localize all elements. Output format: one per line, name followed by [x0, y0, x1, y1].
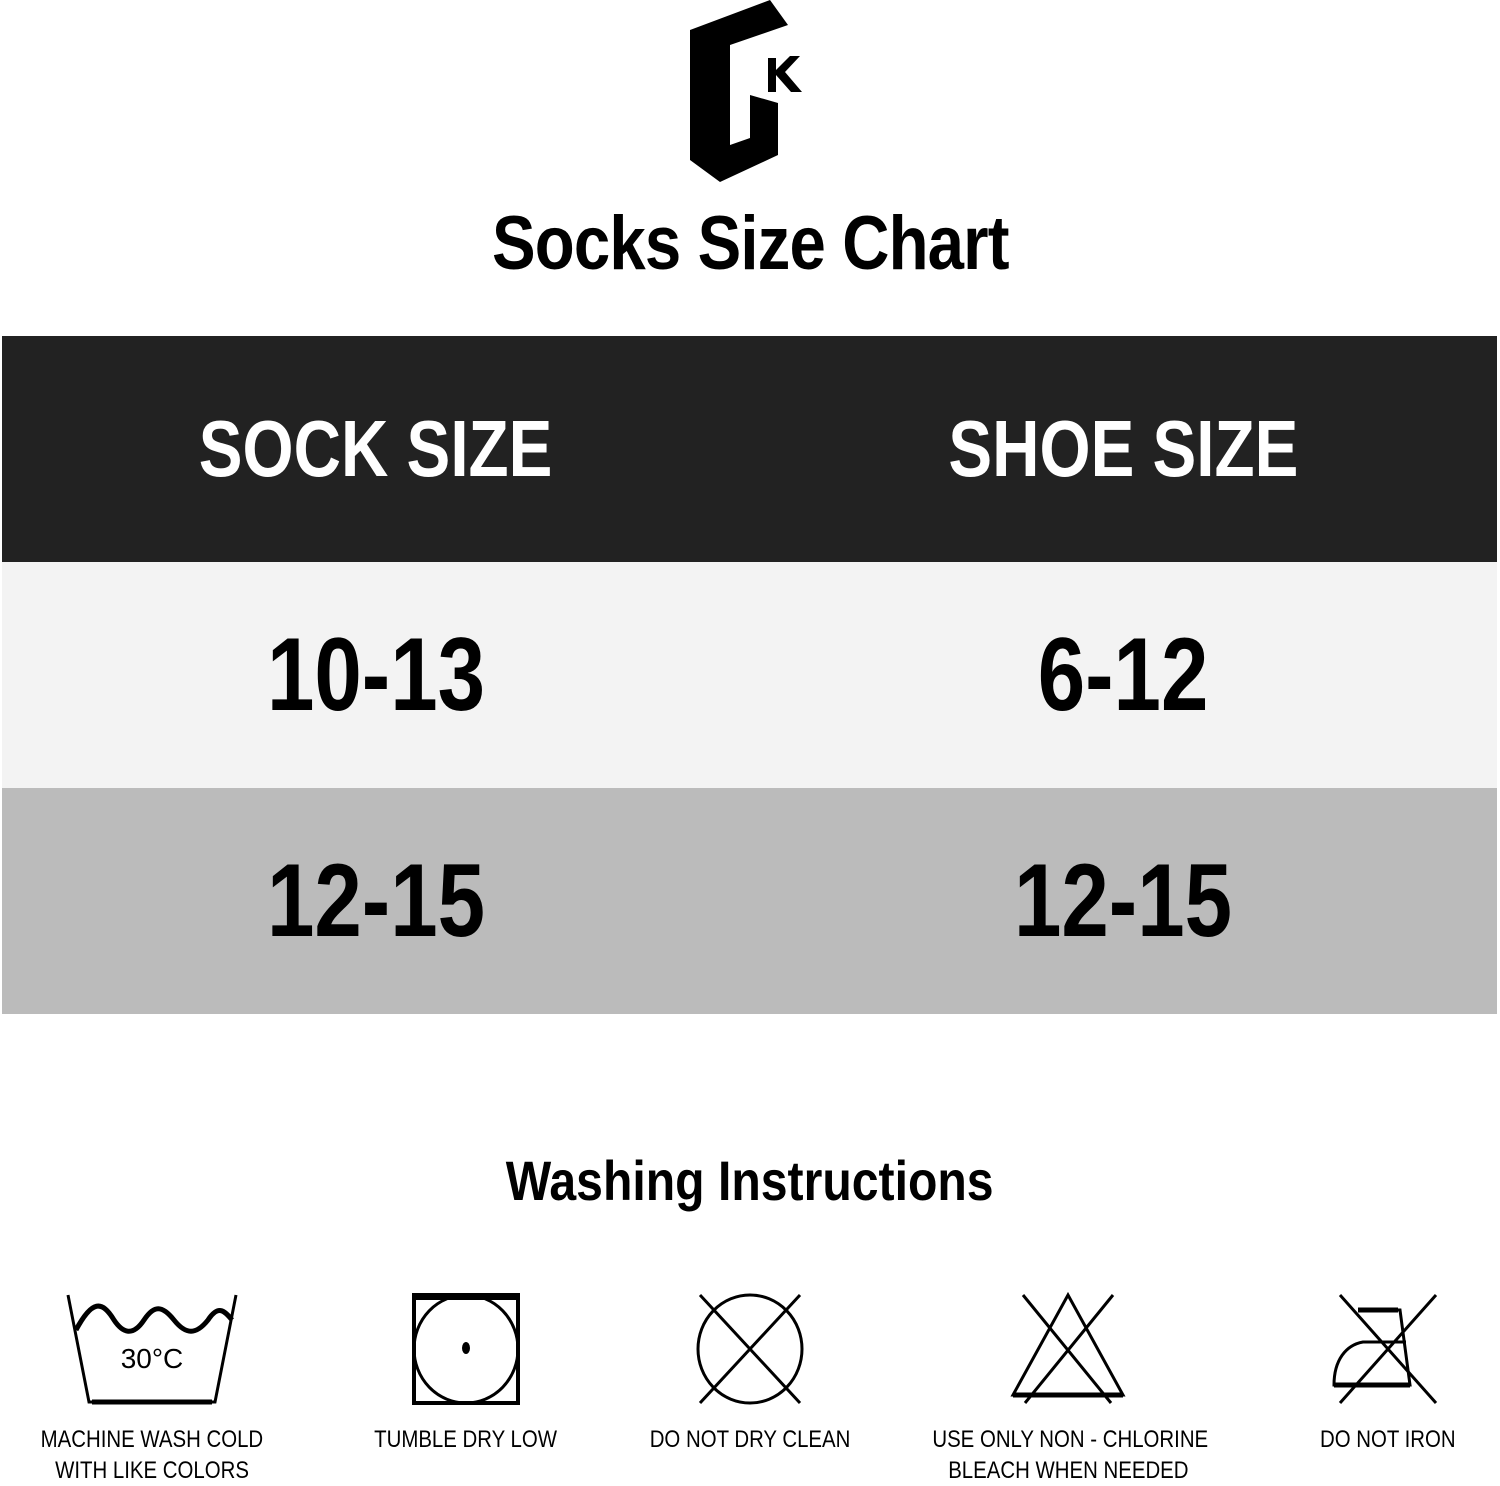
table-header-row: SOCK SIZE SHOE SIZE: [2, 336, 1497, 562]
shoe-size-cell: 12-15: [1014, 842, 1233, 959]
label-no-iron: DO NOT IRON: [1320, 1426, 1456, 1453]
page-title: Socks Size Chart: [491, 201, 1009, 286]
header-sock-size: SOCK SIZE: [198, 404, 553, 493]
no-iron-icon: [1298, 1290, 1478, 1408]
header-shoe-size: SHOE SIZE: [948, 404, 1299, 493]
size-table: SOCK SIZE SHOE SIZE 10-13 6-12 12-15 12-…: [2, 336, 1497, 1014]
tumble-dry-low-icon: [376, 1290, 556, 1408]
sock-size-cell: 10-13: [266, 616, 485, 733]
washing-title: Washing Instructions: [506, 1149, 994, 1212]
table-row: 12-15 12-15: [2, 788, 1497, 1014]
label-machine-wash: MACHINE WASH COLD WITH LIKE COLORS: [40, 1426, 264, 1484]
no-dry-clean-icon: [660, 1290, 840, 1408]
shoe-size-cell: 6-12: [1037, 616, 1209, 733]
label-no-dry-clean: DO NOT DRY CLEAN: [649, 1426, 851, 1453]
brand-logo: [690, 0, 812, 185]
sock-size-cell: 12-15: [266, 842, 485, 959]
label-non-chlorine-bleach: USE ONLY NON - CHLORINE BLEACH WHEN NEEDE…: [932, 1426, 1209, 1484]
temperature-text: 30°C: [121, 1343, 184, 1374]
wash-tub-icon: 30°C: [62, 1290, 242, 1408]
non-chlorine-bleach-icon: [978, 1290, 1158, 1408]
table-row: 10-13 6-12: [2, 562, 1497, 788]
label-tumble-dry: TUMBLE DRY LOW: [374, 1426, 558, 1453]
